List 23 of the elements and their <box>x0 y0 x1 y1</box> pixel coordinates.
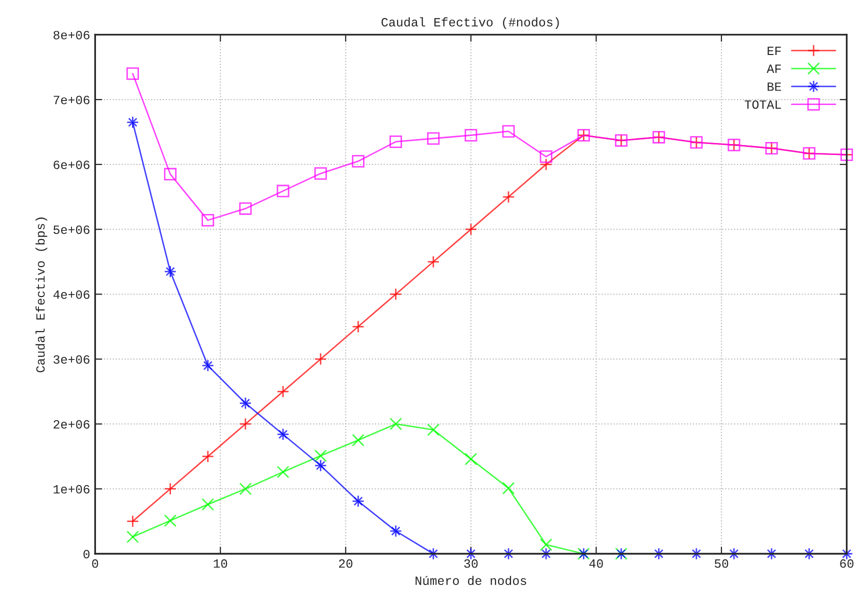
y-tick-label: 2e+06 <box>54 420 90 429</box>
x-tick-label: 50 <box>714 559 728 568</box>
x-tick-label: 40 <box>589 559 603 568</box>
y-axis-title: Caudal Efectivo (bps) <box>36 218 48 372</box>
x-axis-title: Número de nodos <box>416 576 526 586</box>
y-tick-label: 6e+06 <box>54 160 90 170</box>
legend-label: EF <box>768 46 781 55</box>
y-tick-label: 4e+06 <box>53 290 90 299</box>
legend-label: TOTAL <box>744 100 781 109</box>
legend-label: BE <box>768 82 782 91</box>
y-tick-label: 8e+06 <box>54 30 90 40</box>
x-tick-label: 10 <box>214 559 228 568</box>
x-tick-label: 60 <box>840 559 854 568</box>
x-tick-label: 0 <box>92 559 98 568</box>
y-tick-label: 3e+06 <box>54 355 90 364</box>
y-tick-label: 0 <box>84 550 90 558</box>
x-tick-label: 20 <box>339 559 352 568</box>
y-tick-label: 5e+06 <box>54 226 90 234</box>
y-tick-label: 7e+06 <box>54 96 90 104</box>
legend-label: AF <box>766 64 781 73</box>
y-tick-label: 1e+06 <box>54 485 90 494</box>
x-tick-label: 30 <box>464 559 478 568</box>
chart-title: Caudal Efectivo (#nodos) <box>382 17 559 29</box>
